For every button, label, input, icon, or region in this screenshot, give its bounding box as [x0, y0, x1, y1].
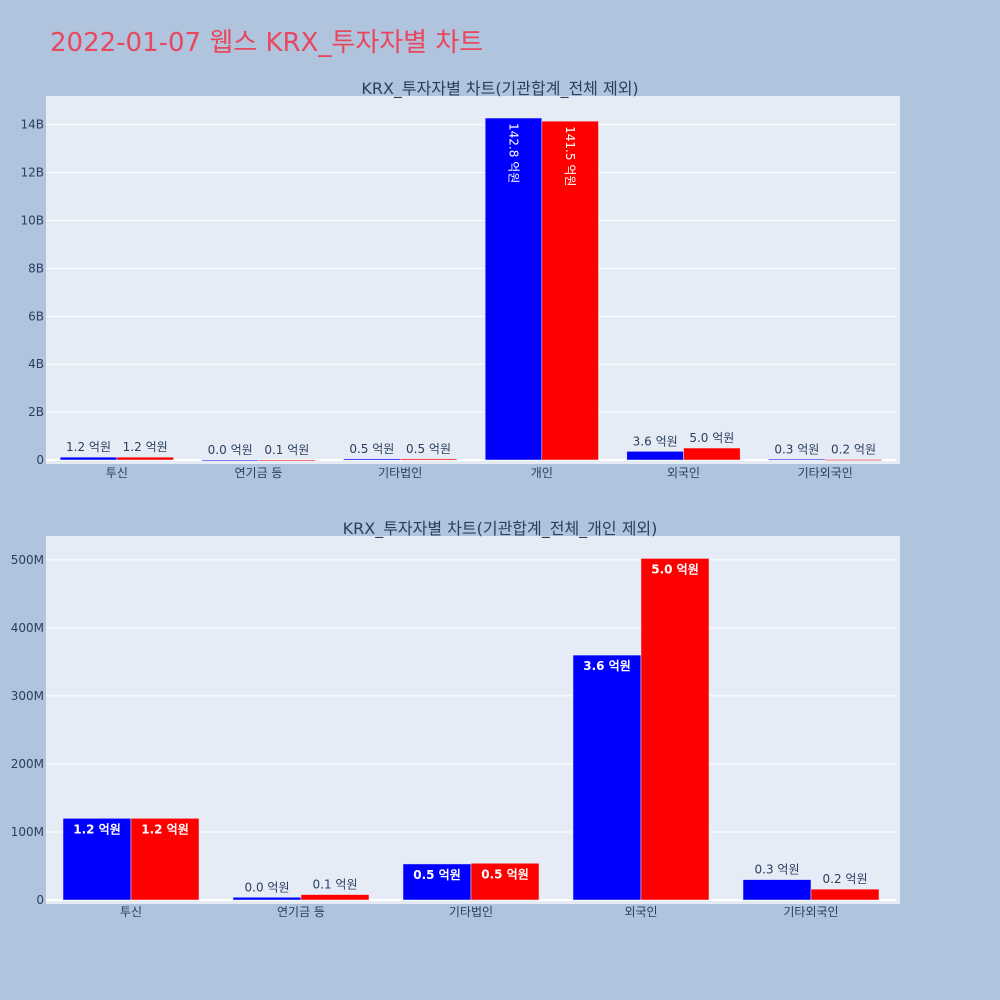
bar	[258, 459, 316, 462]
bar-value-label: 1.2 억원	[73, 822, 121, 836]
y-tick-label: 0	[36, 893, 44, 907]
bar-value-label: 3.6 억원	[583, 659, 631, 673]
y-tick-label: 100M	[11, 825, 44, 839]
y-tick-label: 10B	[20, 214, 44, 228]
bar	[640, 558, 710, 901]
chart-1: KRX_투자자별 차트(기관합계_전체 제외) 0 2B 4B 6B 8B 10B 12B 14…	[20, 79, 900, 480]
bar	[399, 458, 458, 461]
chart-title: KRX_투자자별 차트(기관합계_전체 제외)	[361, 79, 638, 99]
bar	[300, 894, 370, 901]
y-tick-label: 0	[36, 453, 44, 467]
bar-value-label: 5.0 억원	[651, 562, 699, 576]
x-tick-label: 외국인	[667, 466, 700, 480]
bar-value-label: 142.8 억원	[507, 123, 521, 183]
bar-value-label: 1.2 억원	[141, 822, 189, 836]
y-tick-label: 300M	[11, 689, 44, 703]
x-tick-label: 기타법인	[449, 905, 493, 919]
y-tick-label: 12B	[20, 166, 44, 180]
y-tick-label: 400M	[11, 621, 44, 635]
x-tick-label: 투신	[106, 466, 128, 480]
bar-value-label: 0.2 억원	[831, 443, 876, 457]
y-tick-label: 500M	[11, 553, 44, 567]
bar	[62, 818, 132, 901]
bar	[810, 888, 880, 901]
bar-value-label: 0.5 억원	[349, 442, 394, 456]
x-tick-label: 연기금 등	[277, 905, 325, 919]
bar-value-label: 0.5 억원	[481, 867, 529, 881]
bar	[742, 879, 812, 901]
bar-value-label: 0.0 억원	[208, 443, 253, 457]
bar	[824, 459, 883, 461]
bar-value-label: 141.5 억원	[563, 126, 577, 186]
plot-area	[46, 96, 900, 464]
page-title: 2022-01-07 웹스 KRX_투자자별 차트	[50, 28, 484, 58]
x-tick-label: 기타외국인	[783, 905, 838, 919]
chart-title: KRX_투자자별 차트(기관합계_전체_개인 제외)	[343, 519, 658, 539]
bar	[484, 117, 543, 461]
bar	[130, 818, 200, 901]
x-tick-label: 투신	[120, 905, 142, 919]
bar	[572, 654, 642, 901]
bar	[470, 863, 540, 901]
bar-value-label: 0.1 억원	[264, 443, 309, 457]
bar-value-label: 0.5 억원	[406, 442, 451, 456]
bar-value-label: 0.2 억원	[823, 872, 868, 886]
y-tick-label: 4B	[28, 357, 44, 371]
bar-value-label: 0.1 억원	[313, 878, 358, 892]
bar-value-label: 1.2 억원	[66, 440, 111, 454]
bar-value-label: 0.3 억원	[774, 442, 819, 456]
bar	[232, 897, 302, 901]
bar-value-label: 0.5 억원	[413, 868, 461, 882]
x-tick-label: 기타법인	[378, 466, 422, 480]
y-tick-label: 8B	[28, 261, 44, 275]
bar	[541, 120, 599, 461]
bar	[402, 863, 472, 901]
x-tick-label: 외국인	[624, 905, 657, 919]
y-tick-label: 200M	[11, 757, 44, 771]
x-tick-label: 개인	[531, 466, 553, 480]
y-tick-label: 2B	[28, 405, 44, 419]
bar-value-label: 5.0 억원	[689, 431, 734, 445]
x-tick-label: 연기금 등	[235, 466, 283, 480]
x-tick-label: 기타외국인	[798, 466, 853, 480]
bar-value-label: 3.6 억원	[633, 434, 678, 448]
bar-value-label: 0.0 억원	[245, 880, 290, 894]
y-tick-label: 6B	[28, 309, 44, 323]
bar	[116, 456, 174, 461]
bar-value-label: 0.3 억원	[755, 863, 800, 877]
y-tick-label: 14B	[20, 118, 44, 132]
bar-value-label: 1.2 억원	[123, 440, 168, 454]
bar	[683, 447, 741, 461]
